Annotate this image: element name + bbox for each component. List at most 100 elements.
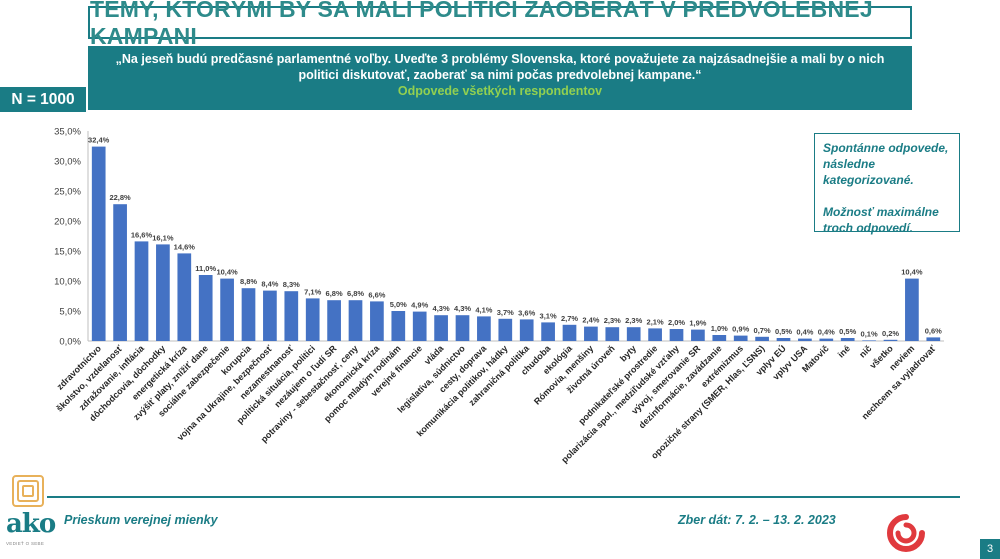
data-label: 5,0%	[390, 300, 407, 309]
bar	[220, 278, 234, 341]
question-line-1: „Na jeseň budú predčasné parlamentné voľ…	[115, 52, 885, 66]
bar	[562, 324, 577, 341]
bar	[755, 336, 769, 341]
data-label: 0,4%	[796, 328, 813, 337]
note-line-1: Spontánne odpovede, následne kategorizov…	[823, 141, 949, 187]
data-label: 2,1%	[647, 317, 664, 326]
page-number: 3	[980, 539, 1000, 559]
sample-size-badge: N = 1000	[0, 87, 86, 112]
footer-divider	[47, 496, 960, 498]
bar	[798, 338, 812, 341]
bar	[177, 253, 192, 341]
y-tick-label: 5,0%	[59, 307, 81, 318]
data-label: 3,7%	[497, 308, 514, 317]
bar	[519, 319, 534, 341]
bar	[862, 340, 876, 341]
y-tick-label: 0,0%	[59, 337, 81, 348]
bar	[134, 241, 149, 341]
slide-title-box: TÉMY, KTORÝMI BY SA MALI POLITICI ZAOBER…	[88, 0, 912, 49]
data-label: 1,0%	[711, 324, 728, 333]
data-label: 8,8%	[240, 277, 257, 286]
y-tick-label: 30,0%	[54, 157, 81, 168]
bar	[626, 327, 641, 341]
data-label: 0,6%	[925, 326, 942, 335]
bar	[305, 298, 320, 341]
bar	[498, 318, 513, 341]
data-label: 4,3%	[454, 304, 471, 313]
data-label: 6,6%	[368, 290, 385, 299]
bar	[241, 288, 256, 341]
y-tick-label: 15,0%	[54, 247, 81, 258]
bar	[883, 339, 898, 341]
logo-tagline: VEDIEŤ O SEBE	[6, 541, 45, 546]
data-label: 0,1%	[861, 329, 878, 338]
data-label: 16,6%	[131, 230, 153, 239]
bar	[263, 290, 277, 341]
bar	[605, 327, 620, 341]
data-label: 4,9%	[411, 301, 428, 310]
category-label: iné	[836, 343, 852, 359]
bar	[648, 328, 662, 341]
data-label: 2,3%	[625, 316, 642, 325]
bar	[669, 329, 684, 341]
bar	[391, 311, 406, 341]
question-box: „Na jeseň budú predčasné parlamentné voľ…	[88, 46, 912, 110]
data-label: 3,6%	[518, 308, 535, 317]
data-label: 4,3%	[433, 304, 450, 313]
y-tick-label: 25,0%	[54, 187, 81, 198]
y-tick-label: 10,0%	[54, 277, 81, 288]
data-label: 2,0%	[668, 318, 685, 327]
bar	[477, 316, 491, 341]
data-label: 0,5%	[839, 327, 856, 336]
category-label: nič	[857, 343, 873, 359]
bar	[91, 146, 106, 341]
bar	[198, 275, 213, 341]
data-label: 0,7%	[754, 326, 771, 335]
bar	[819, 338, 834, 341]
bar	[776, 338, 791, 341]
data-label: 2,3%	[604, 316, 621, 325]
bar	[156, 244, 170, 341]
note-box: Spontánne odpovede, následne kategorizov…	[814, 133, 960, 235]
bar	[370, 301, 384, 341]
data-label: 2,4%	[582, 316, 599, 325]
data-label: 8,4%	[261, 280, 278, 289]
data-label: 14,6%	[174, 242, 196, 251]
data-label: 0,5%	[775, 327, 792, 336]
data-label: 16,1%	[152, 233, 174, 242]
bar	[905, 278, 919, 341]
bar	[541, 322, 555, 341]
bar	[712, 335, 727, 341]
bar	[840, 338, 855, 341]
data-label: 1,9%	[689, 319, 706, 328]
data-label: 32,4%	[88, 136, 110, 145]
data-label: 0,9%	[732, 325, 749, 334]
bar	[584, 326, 598, 341]
data-label: 11,0%	[195, 264, 216, 273]
data-label: 4,1%	[475, 305, 492, 314]
slide-title: TÉMY, KTORÝMI BY SA MALI POLITICI ZAOBER…	[90, 0, 873, 49]
data-label: 7,1%	[304, 287, 321, 296]
data-label: 0,2%	[882, 329, 899, 338]
data-label: 10,4%	[901, 268, 923, 277]
data-label: 3,1%	[540, 311, 557, 320]
bar	[412, 311, 427, 341]
bar-chart: 0,0% 5,0% 10,0% 15,0% 20,0% 25,0% 30,0% 35,0% 32…	[54, 127, 944, 465]
bar	[455, 315, 470, 341]
question-line-2: politici diskutovať, zaoberať sa nimi po…	[298, 68, 702, 82]
y-tick-label: 20,0%	[54, 217, 81, 228]
bar	[926, 337, 941, 341]
bar	[327, 300, 341, 341]
bar	[348, 300, 363, 341]
bar	[733, 335, 748, 341]
data-label: 22,8%	[109, 193, 131, 202]
ako-logo-icon	[12, 475, 44, 507]
data-label: 10,4%	[216, 268, 238, 277]
bar	[434, 315, 448, 341]
bar	[284, 291, 299, 341]
bar	[113, 204, 127, 341]
brand-swirl-icon	[887, 514, 925, 552]
note-line-2: Možnosť maximálne troch odpovedí.	[823, 205, 939, 235]
data-label: 6,8%	[326, 289, 343, 298]
logo-text: ako	[6, 509, 56, 539]
